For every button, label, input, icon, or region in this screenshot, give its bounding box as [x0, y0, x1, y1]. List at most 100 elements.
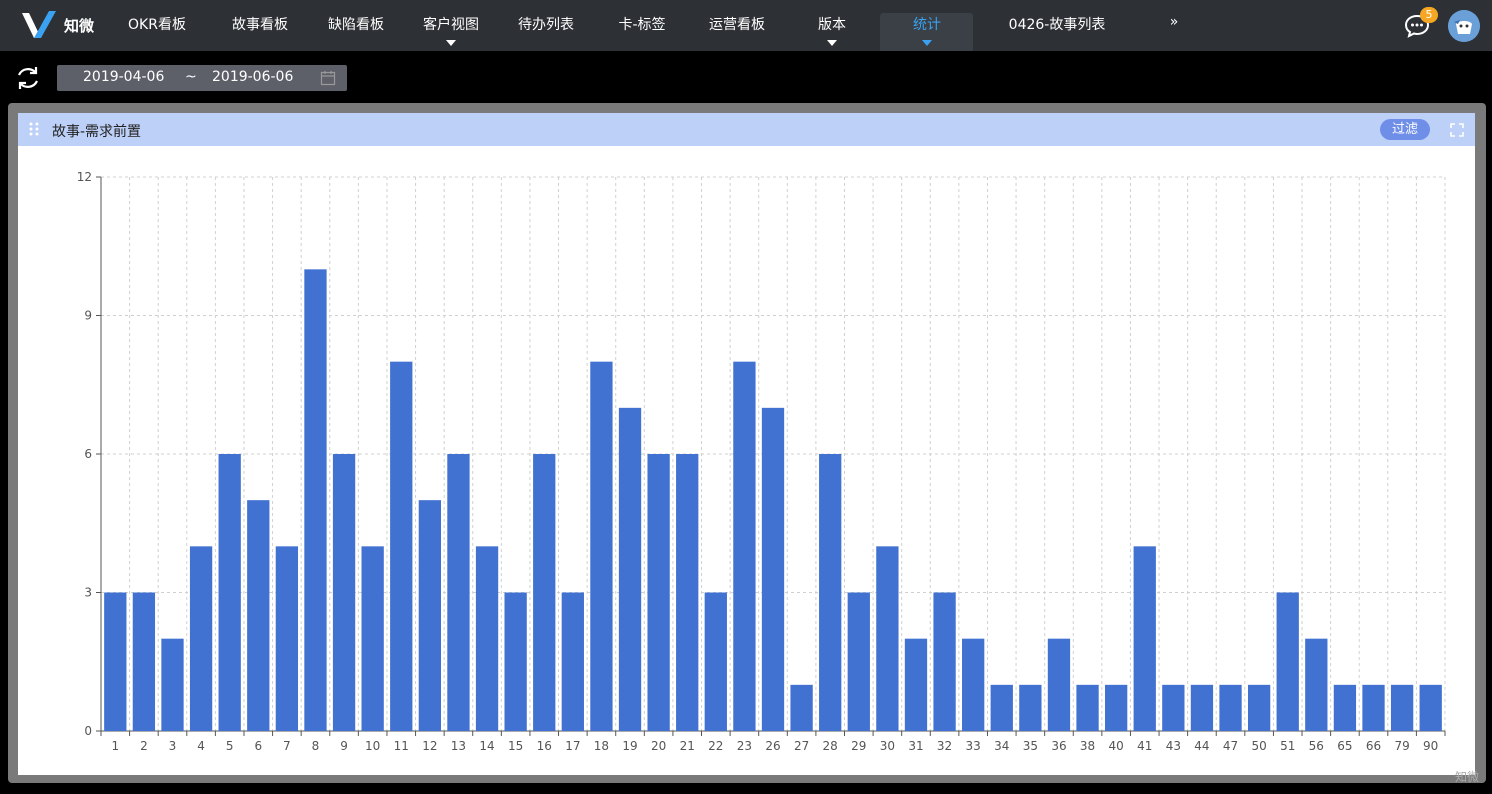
- bar: [876, 546, 899, 731]
- nav-tab[interactable]: 客户视图: [423, 14, 479, 51]
- bar: [1076, 684, 1099, 731]
- x-tick-label: 56: [1309, 739, 1324, 753]
- nav-tab[interactable]: 缺陷看板: [328, 14, 384, 51]
- nav-tab[interactable]: 卡-标签: [618, 14, 665, 51]
- x-tick-label: 34: [994, 739, 1009, 753]
- bar: [847, 592, 870, 731]
- caret-down-icon: [446, 40, 456, 46]
- bar: [904, 638, 928, 731]
- refresh-icon[interactable]: [14, 64, 42, 92]
- fullscreen-icon[interactable]: [1450, 123, 1464, 137]
- bar: [676, 454, 699, 731]
- chat-icon[interactable]: [1404, 14, 1430, 38]
- x-tick-label: 16: [537, 739, 552, 753]
- x-tick-label: 8: [312, 739, 320, 753]
- bar: [790, 684, 813, 731]
- x-tick-label: 12: [422, 739, 437, 753]
- bar: [275, 546, 299, 731]
- x-tick-label: 23: [737, 739, 752, 753]
- nav-tab[interactable]: 0426-故事列表: [1009, 14, 1106, 51]
- bar: [618, 407, 642, 731]
- avatar[interactable]: [1448, 10, 1480, 42]
- x-tick-label: 50: [1251, 739, 1266, 753]
- nav-more-button[interactable]: »: [1170, 14, 1179, 51]
- x-tick-label: 38: [1080, 739, 1095, 753]
- bar: [1047, 638, 1071, 731]
- bar: [1162, 684, 1185, 731]
- logo-v-icon: [22, 11, 56, 38]
- bar: [1419, 684, 1442, 731]
- bar: [247, 500, 270, 731]
- nav-tab[interactable]: 运营看板: [709, 14, 765, 51]
- x-tick-label: 21: [680, 739, 695, 753]
- drag-handle-icon[interactable]: [28, 122, 40, 136]
- panel-title: 故事-需求前置: [52, 124, 142, 140]
- x-tick-label: 19: [622, 739, 637, 753]
- bar: [761, 407, 785, 731]
- nav-tab[interactable]: 待办列表: [518, 14, 574, 51]
- watermark: 知微: [1455, 770, 1480, 784]
- x-tick-label: 31: [908, 739, 923, 753]
- bar: [361, 546, 384, 731]
- x-tick-label: 44: [1194, 739, 1209, 753]
- x-tick-label: 10: [365, 739, 380, 753]
- x-tick-label: 32: [937, 739, 952, 753]
- bar: [561, 592, 584, 731]
- bar: [1276, 592, 1299, 731]
- bar: [132, 592, 156, 731]
- bar: [1362, 684, 1385, 731]
- panel-header: 故事-需求前置 过滤: [18, 113, 1475, 146]
- x-tick-label: 30: [880, 739, 895, 753]
- calendar-icon: [320, 71, 336, 86]
- date-end: 2019-06-06: [212, 69, 294, 85]
- nav-tab[interactable]: 统计: [913, 14, 941, 51]
- x-tick-label: 17: [565, 739, 580, 753]
- bar: [447, 454, 470, 731]
- bar: [1219, 684, 1242, 731]
- nav-tab-label: 卡-标签: [618, 17, 666, 33]
- date-range-picker[interactable]: 2019-04-06 ~ 2019-06-06: [57, 65, 347, 91]
- y-tick-label: 12: [77, 170, 92, 184]
- bar: [304, 269, 327, 731]
- x-tick-label: 1: [111, 739, 119, 753]
- x-tick-label: 7: [283, 739, 291, 753]
- bar: [218, 454, 241, 731]
- nav-tab[interactable]: OKR看板: [128, 14, 186, 51]
- x-tick-label: 90: [1423, 739, 1438, 753]
- nav-tab[interactable]: 故事看板: [232, 14, 288, 51]
- date-start: 2019-04-06: [83, 69, 165, 85]
- bar: [1104, 684, 1128, 731]
- bar: [704, 592, 727, 731]
- logo-text: 知微: [64, 16, 95, 35]
- bar: [1019, 684, 1042, 731]
- x-tick-label: 22: [708, 739, 723, 753]
- bar: [590, 361, 613, 731]
- x-tick-label: 79: [1394, 739, 1409, 753]
- nav-tab[interactable]: 版本: [818, 14, 846, 51]
- x-tick-label: 11: [394, 739, 409, 753]
- x-tick-label: 36: [1051, 739, 1066, 753]
- x-tick-label: 51: [1280, 739, 1295, 753]
- filter-button[interactable]: 过滤: [1380, 119, 1430, 140]
- bar: [990, 684, 1013, 731]
- bar: [933, 592, 956, 731]
- x-tick-label: 28: [823, 739, 838, 753]
- x-tick-label: 27: [794, 739, 809, 753]
- nav-tab-label: 缺陷看板: [328, 17, 384, 33]
- x-tick-label: 6: [254, 739, 262, 753]
- x-tick-label: 4: [197, 739, 205, 753]
- x-tick-label: 40: [1109, 739, 1124, 753]
- app-logo[interactable]: 知微: [20, 10, 94, 40]
- nav-tab-label: 统计: [913, 17, 941, 33]
- bar: [819, 454, 842, 731]
- caret-down-icon: [827, 40, 837, 46]
- message-count-badge: 5: [1420, 7, 1438, 23]
- bar: [390, 361, 413, 731]
- x-tick-label: 47: [1223, 739, 1238, 753]
- y-tick-label: 3: [84, 586, 92, 600]
- top-navigation-bar: 知微 OKR看板 故事看板 缺陷看板 客户视图 待办列表 卡-标签 运营看板 版本 统计 0426…: [0, 0, 1492, 51]
- x-tick-label: 15: [508, 739, 523, 753]
- x-tick-label: 2: [140, 739, 148, 753]
- nav-tab-label: 运营看板: [709, 17, 765, 33]
- bar: [189, 546, 213, 731]
